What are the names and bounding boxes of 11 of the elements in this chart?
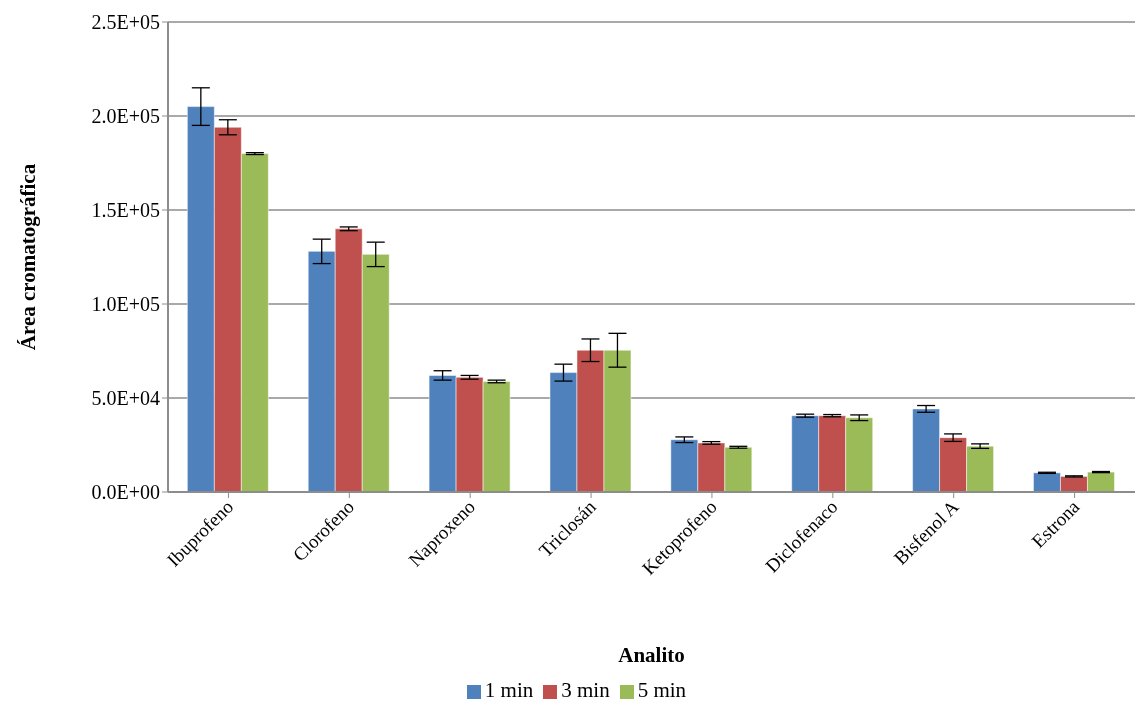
y-tick-label: 0.0E+00 — [91, 481, 160, 504]
y-tick-label: 1.0E+05 — [91, 293, 160, 316]
y-tick-label: 2.0E+05 — [91, 105, 160, 128]
legend-label: 3 min — [561, 678, 610, 702]
y-tick-label: 2.5E+05 — [91, 11, 160, 34]
x-axis-title: Analito — [618, 643, 685, 667]
legend-label: 5 min — [637, 678, 687, 702]
y-tick-label: 1.5E+05 — [91, 199, 160, 222]
y-axis-title: Área cromatográfica — [16, 163, 41, 351]
y-tick-label: 5.0E+04 — [91, 387, 160, 410]
legend-label: 1 min — [484, 678, 534, 702]
